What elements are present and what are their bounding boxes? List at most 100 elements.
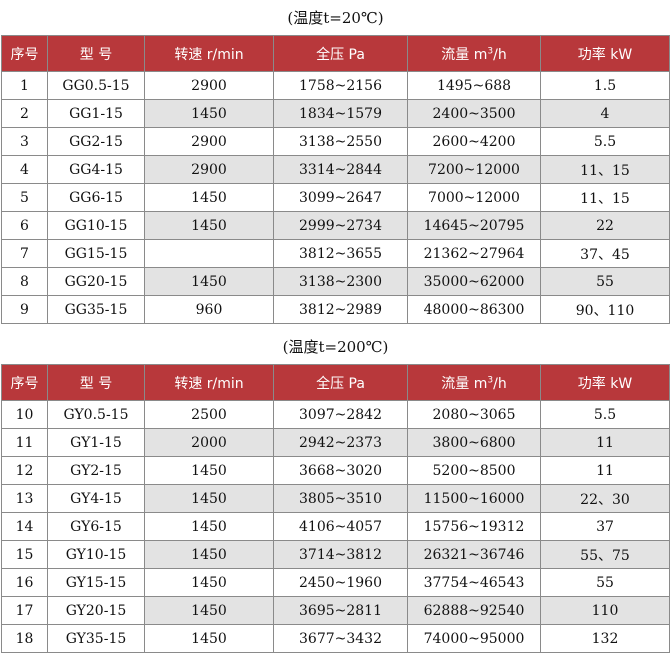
cell-index: 18: [1, 624, 48, 653]
cell-index: 1: [1, 71, 48, 100]
header-pressure: 全压 Pa: [273, 364, 408, 401]
cell-flow: 3800~6800: [407, 428, 541, 457]
cell-model: GY15-15: [47, 568, 145, 597]
cell-speed: 1450: [144, 183, 274, 212]
cell-pressure: 2450~1960: [273, 568, 408, 597]
cell-pressure: 3138~2300: [273, 267, 408, 296]
cell-model: GG1-15: [47, 99, 145, 128]
cell-power: 55: [540, 568, 670, 597]
table1-title: (温度t=20℃): [287, 9, 384, 27]
cell-speed: 1450: [144, 267, 274, 296]
cell-index: 3: [1, 127, 48, 156]
header-power: 功率 kW: [540, 364, 670, 401]
cell-flow: 15756~19312: [407, 512, 541, 541]
cell-flow: 14645~20795: [407, 211, 541, 240]
table-row: 8 GG20-15 1450 3138~2300 35000~62000 55: [1, 267, 670, 296]
cell-power: 55、75: [540, 540, 670, 569]
cell-power: 11: [540, 428, 670, 457]
header-speed: 转速 r/min: [144, 35, 274, 72]
table-row: 9 GG35-15 960 3812~2989 48000~86300 90、110: [1, 295, 670, 324]
table-row: 10 GY0.5-15 2500 3097~2842 2080~3065 5.5: [1, 400, 670, 429]
table-row: 12 GY2-15 1450 3668~3020 5200~8500 11: [1, 456, 670, 485]
cell-model: GY4-15: [47, 484, 145, 513]
cell-pressure: 3138~2550: [273, 127, 408, 156]
cell-pressure: 3805~3510: [273, 484, 408, 513]
cell-model: GG2-15: [47, 127, 145, 156]
cell-speed: 2900: [144, 71, 274, 100]
cell-index: 13: [1, 484, 48, 513]
cell-index: 9: [1, 295, 48, 324]
cell-power: 55: [540, 267, 670, 296]
fan-spec-table-20c: 序号型 号转速 r/min 全压 Pa 流量 m3/h 功率 kW 1 GG0.5-15 2…: [1, 35, 670, 324]
cell-power: 1.5: [540, 71, 670, 100]
cell-flow: 5200~8500: [407, 456, 541, 485]
cell-speed: 2900: [144, 127, 274, 156]
cell-flow: 21362~27964: [407, 239, 541, 268]
cell-flow: 37754~46543: [407, 568, 541, 597]
header-row: 序号型 号转速 r/min 全压 Pa 流量 m3/h 功率 kW: [1, 35, 670, 72]
header-row: 序号型 号转速 r/min 全压 Pa 流量 m3/h 功率 kW: [1, 364, 670, 401]
cell-pressure: 3812~3655: [273, 239, 408, 268]
table-row: 3 GG2-15 2900 3138~2550 2600~4200 5.5: [1, 127, 670, 156]
cell-flow: 1495~688: [407, 71, 541, 100]
cell-power: 90、110: [540, 295, 670, 324]
table-row: 14 GY6-15 1450 4106~4057 15756~19312 37: [1, 512, 670, 541]
cell-power: 22: [540, 211, 670, 240]
cell-speed: 2900: [144, 155, 274, 184]
cell-power: 11: [540, 456, 670, 485]
cell-model: GY35-15: [47, 624, 145, 653]
header-model: 型 号: [47, 364, 145, 401]
table-row: 17 GY20-15 1450 3695~2811 62888~92540 110: [1, 596, 670, 625]
cell-index: 5: [1, 183, 48, 212]
cell-index: 11: [1, 428, 48, 457]
cell-pressure: 1834~1579: [273, 99, 408, 128]
cell-speed: 1450: [144, 540, 274, 569]
table-row: 5 GG6-15 1450 3099~2647 7000~12000 11、15: [1, 183, 670, 212]
cell-power: 11、15: [540, 155, 670, 184]
table-row: 1 GG0.5-15 2900 1758~2156 1495~688 1.5: [1, 71, 670, 100]
cell-model: GY10-15: [47, 540, 145, 569]
header-index: 序号: [1, 364, 48, 401]
cell-flow: 11500~16000: [407, 484, 541, 513]
table-row: 16 GY15-15 1450 2450~1960 37754~46543 55: [1, 568, 670, 597]
cell-speed: 1450: [144, 512, 274, 541]
cell-speed: 960: [144, 295, 274, 324]
cell-index: 2: [1, 99, 48, 128]
cell-pressure: 3677~3432: [273, 624, 408, 653]
cell-flow: 2400~3500: [407, 99, 541, 128]
cell-pressure: 3097~2842: [273, 400, 408, 429]
cell-pressure: 3668~3020: [273, 456, 408, 485]
cell-speed: 1450: [144, 99, 274, 128]
header-index: 序号: [1, 35, 48, 72]
cell-flow: 7200~12000: [407, 155, 541, 184]
cell-flow: 26321~36746: [407, 540, 541, 569]
cell-power: 4: [540, 99, 670, 128]
cell-pressure: 3714~3812: [273, 540, 408, 569]
cell-model: GY1-15: [47, 428, 145, 457]
cell-index: 17: [1, 596, 48, 625]
fan-spec-table-200c: 序号型 号转速 r/min 全压 Pa 流量 m3/h 功率 kW 10 GY0.5-15…: [1, 364, 670, 653]
header-model: 型 号: [47, 35, 145, 72]
table2-title: (温度t=200℃): [282, 338, 389, 356]
header-pressure: 全压 Pa: [273, 35, 408, 72]
header-flow-unit-tail: /h: [493, 375, 507, 392]
cell-flow: 48000~86300: [407, 295, 541, 324]
header-flow: 流量 m3/h: [407, 35, 541, 72]
cell-speed: 1450: [144, 484, 274, 513]
cell-index: 4: [1, 155, 48, 184]
cell-pressure: 3314~2844: [273, 155, 408, 184]
cell-flow: 2080~3065: [407, 400, 541, 429]
cell-flow: 7000~12000: [407, 183, 541, 212]
cell-model: GG20-15: [47, 267, 145, 296]
cell-power: 11、15: [540, 183, 670, 212]
cell-pressure: 1758~2156: [273, 71, 408, 100]
cell-power: 22、30: [540, 484, 670, 513]
header-flow: 流量 m3/h: [407, 364, 541, 401]
table-row: 11 GY1-15 2000 2942~2373 3800~6800 11: [1, 428, 670, 457]
table-row: 4 GG4-15 2900 3314~2844 7200~12000 11、15: [1, 155, 670, 184]
cell-pressure: 2942~2373: [273, 428, 408, 457]
header-speed: 转速 r/min: [144, 364, 274, 401]
cell-speed: [144, 239, 274, 268]
cell-model: GY0.5-15: [47, 400, 145, 429]
cell-model: GY6-15: [47, 512, 145, 541]
